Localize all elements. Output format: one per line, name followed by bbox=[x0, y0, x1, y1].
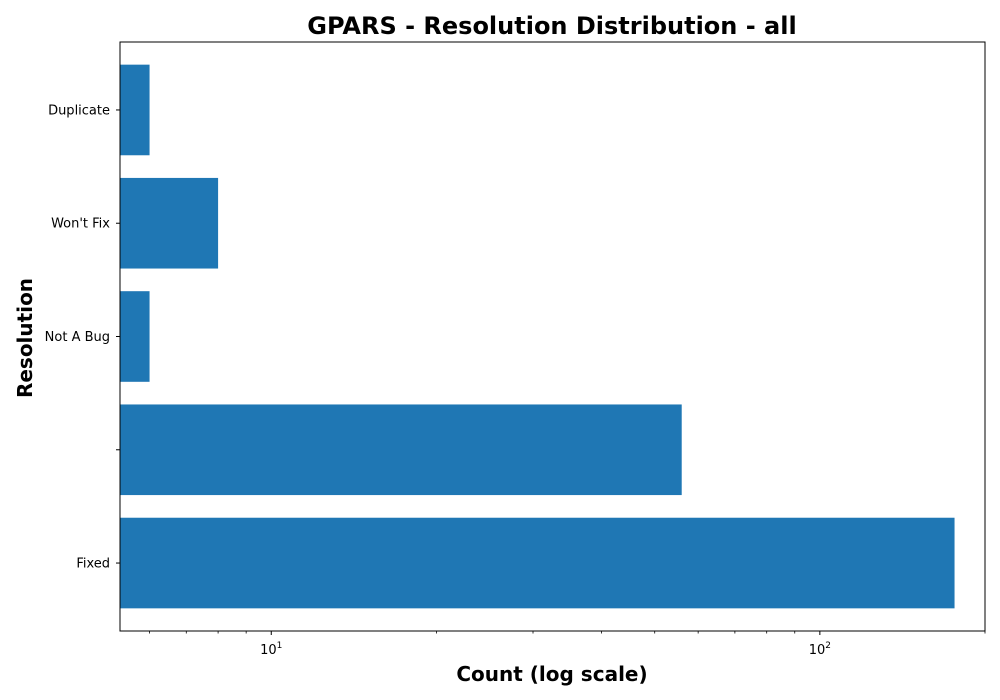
x-axis-title: Count (log scale) bbox=[456, 662, 647, 686]
y-tick-label-4: Duplicate bbox=[48, 103, 110, 118]
x-tick-label-base: 10 bbox=[260, 643, 277, 658]
bar-0 bbox=[120, 517, 955, 609]
y-axis-title: Resolution bbox=[13, 278, 37, 398]
y-tick-label-0: Fixed bbox=[76, 557, 110, 572]
y-tick-label-3: Won't Fix bbox=[51, 217, 110, 232]
x-tick-label-exponent: 1 bbox=[277, 641, 283, 651]
bar-3 bbox=[120, 177, 219, 269]
bar-2 bbox=[120, 291, 150, 382]
chart-title: GPARS - Resolution Distribution - all bbox=[307, 12, 796, 40]
plot-frame bbox=[119, 41, 986, 632]
x-tick-label-exponent: 2 bbox=[825, 641, 831, 651]
x-tick-label-0: 101 bbox=[260, 641, 282, 658]
bar-1 bbox=[120, 404, 682, 496]
x-tick-label-1: 102 bbox=[809, 641, 831, 658]
x-tick-label-base: 10 bbox=[809, 643, 826, 658]
bar-4 bbox=[120, 64, 150, 156]
y-tick-label-2: Not A Bug bbox=[45, 330, 110, 345]
